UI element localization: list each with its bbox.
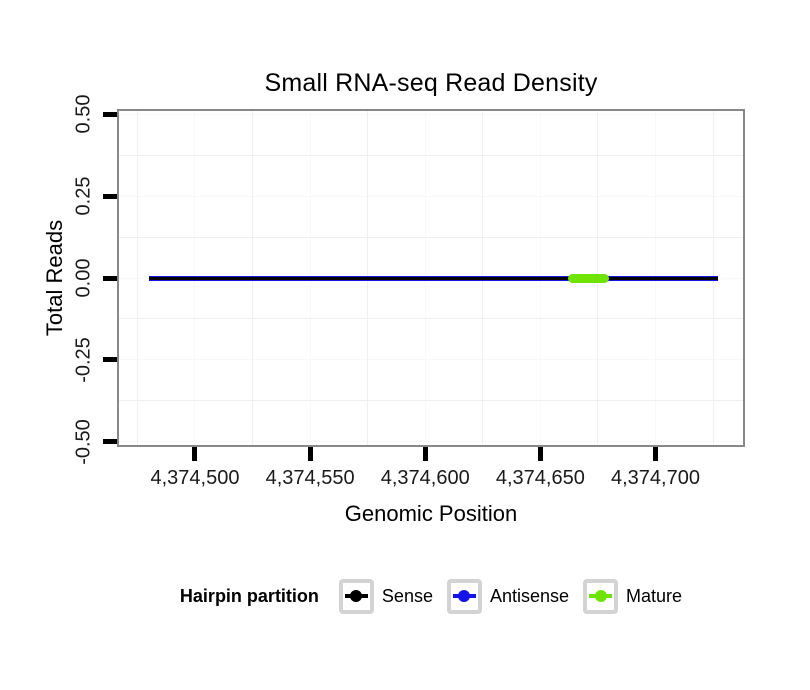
x-tick-mark: [307, 447, 313, 461]
y-gridline-minor: [119, 236, 743, 238]
y-tick-mark: [103, 439, 117, 445]
x-tick-label: 4,374,500: [150, 467, 240, 489]
legend: Hairpin partition Sense Antisense Mature: [97, 577, 765, 615]
series-line-mature: [568, 273, 610, 283]
y-tick-mark: [103, 357, 117, 363]
y-gridline-major: [119, 113, 743, 115]
x-tick-label: 4,374,550: [265, 467, 355, 489]
legend-title: Hairpin partition: [179, 585, 319, 606]
x-axis-title: Genomic Position: [344, 501, 518, 526]
y-gridline-major: [119, 195, 743, 197]
legend-key-dot: [458, 590, 471, 602]
y-tick-label: 0.00: [72, 258, 95, 298]
y-tick-mark: [103, 111, 117, 117]
x-tick-mark: [192, 447, 198, 461]
plot-panel: [117, 109, 745, 447]
y-tick-mark: [103, 275, 117, 281]
legend-item-label: Sense: [381, 585, 433, 606]
legend-entries: Sense Antisense Mature: [338, 578, 683, 614]
legend-key-swatch: [338, 578, 374, 614]
y-tick-label: 0.25: [72, 176, 95, 216]
x-tick-label: 4,374,650: [495, 467, 585, 489]
x-tick-mark: [537, 447, 543, 461]
legend-key-dot: [594, 590, 607, 602]
legend-key-swatch: [446, 578, 482, 614]
y-tick-label: -0.25: [72, 337, 95, 383]
y-tick-label: -0.50: [72, 418, 95, 465]
y-gridline-minor: [119, 400, 743, 402]
y-axis-title: Total Reads: [42, 219, 67, 337]
y-tick-mark: [103, 193, 117, 199]
legend-item-label: Antisense: [489, 585, 570, 606]
y-gridline-major: [119, 359, 743, 361]
y-gridline-major: [119, 441, 743, 443]
legend-item-label: Mature: [626, 585, 683, 606]
legend-item-mature: Mature: [583, 578, 683, 614]
legend-key-swatch: [583, 578, 619, 614]
x-tick-label: 4,374,700: [611, 467, 700, 489]
y-gridline-minor: [119, 154, 743, 156]
x-tick-mark: [653, 447, 658, 461]
y-tick-label: 0.50: [72, 94, 95, 134]
chart-title: Small RNA-seq Read Density: [264, 69, 598, 97]
legend-key-dot: [350, 590, 363, 602]
y-gridline-minor: [119, 318, 743, 320]
legend-item-antisense: Antisense: [446, 578, 570, 614]
x-tick-mark: [422, 447, 428, 461]
x-gridline-minor: [136, 111, 138, 445]
series-line-sense: [148, 276, 718, 280]
legend-item-sense: Sense: [338, 578, 433, 614]
x-tick-label: 4,374,600: [380, 467, 470, 489]
